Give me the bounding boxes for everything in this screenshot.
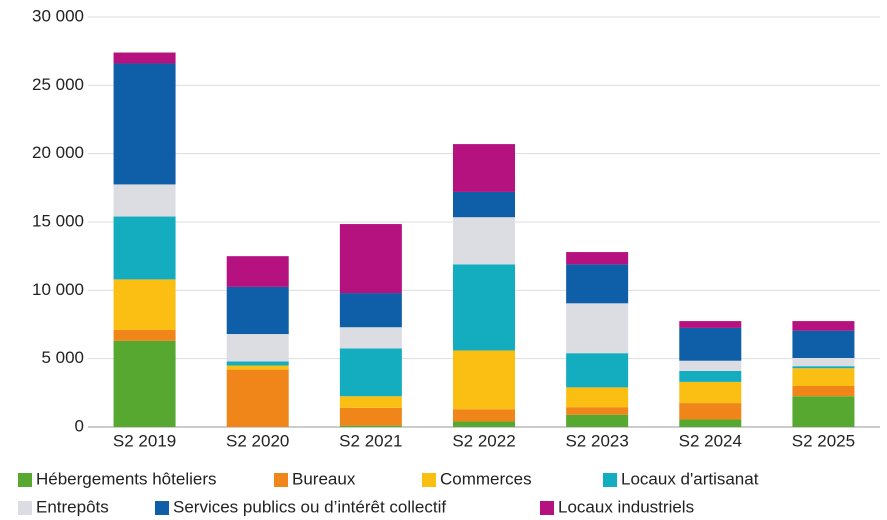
legend-swatch (155, 501, 169, 515)
bar-segment (453, 264, 515, 351)
bar-segment (339, 348, 402, 397)
bar-segment (226, 361, 289, 366)
legend-swatch (274, 473, 288, 487)
bar-segment (792, 321, 855, 331)
legend-label: Entrepôts (36, 497, 109, 516)
bar-segment (453, 421, 515, 427)
legend-swatch (603, 473, 617, 487)
bar-segment (566, 387, 629, 408)
bar-segment (566, 353, 629, 388)
x-tick-label: S2 2019 (113, 431, 176, 450)
y-tick-label: 20 000 (32, 143, 84, 162)
bar-segment (679, 403, 742, 420)
bar-segment (453, 217, 515, 265)
bar-segment (679, 321, 742, 328)
legend-label: Bureaux (292, 469, 356, 488)
legend-swatch (18, 473, 32, 487)
bar-segment (566, 264, 629, 304)
bar-segment (113, 52, 176, 64)
y-tick-label: 5 000 (41, 348, 84, 367)
bar-segment (339, 293, 402, 328)
bar-segment (792, 368, 855, 386)
bar-segment (792, 396, 855, 427)
bar-segment (792, 366, 855, 369)
bar-segment (226, 365, 289, 370)
legend-label: Locaux d'artisanat (621, 469, 759, 488)
bar-segment (226, 286, 289, 335)
y-tick-label: 25 000 (32, 75, 84, 94)
y-tick-label: 15 000 (32, 211, 84, 230)
legend-label: Services publics ou d’intérêt collectif (173, 497, 446, 516)
bar-segment (566, 407, 629, 415)
bar-segment (566, 303, 629, 354)
bar-segment (113, 279, 176, 330)
y-tick-label: 10 000 (32, 280, 84, 299)
bar-segment (113, 184, 176, 217)
bar-segment (226, 256, 289, 287)
bar-segment (679, 419, 742, 427)
x-tick-label: S2 2023 (565, 431, 628, 450)
bar-segment (339, 327, 402, 349)
bar-segment (679, 370, 742, 382)
y-tick-label: 0 (75, 416, 84, 435)
bar-segment (113, 216, 176, 280)
legend-label: Hébergements hôteliers (36, 469, 216, 488)
x-tick-label: S2 2022 (452, 431, 515, 450)
bar-segment (566, 252, 629, 265)
bar-segment (113, 329, 176, 341)
bar-segment (339, 224, 402, 294)
bar-segment (792, 330, 855, 358)
bar-segment (339, 425, 402, 427)
x-tick-label: S2 2024 (679, 431, 742, 450)
bar-segment (226, 369, 289, 427)
y-tick-label: 30 000 (32, 6, 84, 25)
bar-segment (453, 191, 515, 218)
x-tick-label: S2 2021 (339, 431, 402, 450)
legend-label: Locaux industriels (558, 497, 694, 516)
legend-swatch (422, 473, 436, 487)
legend-swatch (540, 501, 554, 515)
legend-swatch (18, 501, 32, 515)
bar-segment (113, 63, 176, 185)
legend-label: Commerces (440, 469, 532, 488)
bar-segment (679, 381, 742, 404)
bar-segment (679, 327, 742, 361)
x-tick-label: S2 2020 (226, 431, 289, 450)
bar-segment (453, 409, 515, 422)
x-tick-label: S2 2025 (792, 431, 855, 450)
bar-segment (339, 407, 402, 426)
bar-segment (453, 144, 515, 192)
bar-segment (339, 396, 402, 408)
bar-segment (679, 360, 742, 371)
bar-segment (566, 414, 629, 427)
bar-segment (226, 334, 289, 362)
bar-segment (792, 357, 855, 367)
bar-segment (453, 350, 515, 410)
bar-segment (792, 386, 855, 397)
bar-segment (113, 340, 176, 427)
